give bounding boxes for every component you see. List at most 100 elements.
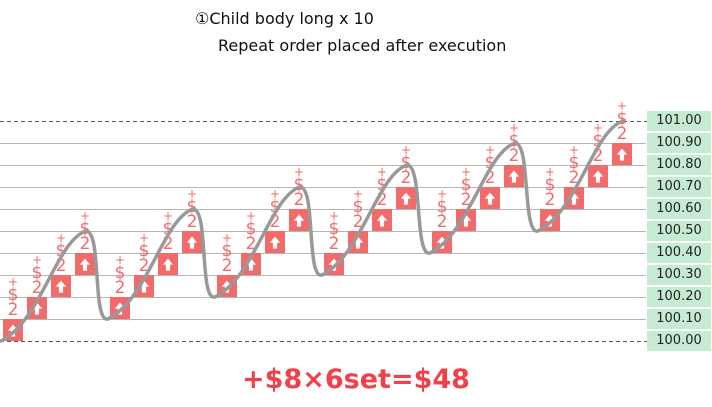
profit-annotation: $: [329, 219, 340, 239]
profit-annotation: 2: [246, 234, 257, 254]
profit-annotation: 2: [56, 256, 67, 276]
y-tick-label: 100.70: [647, 177, 711, 197]
profit-annotation: $: [246, 219, 257, 239]
profit-annotation: +: [461, 165, 471, 179]
profit-annotation: 2: [80, 234, 91, 254]
profit-annotation: +: [545, 165, 555, 179]
title-line-2: Repeat order placed after execution: [218, 36, 507, 55]
profit-annotation: +: [617, 99, 627, 113]
profit-annotation: 2: [163, 234, 174, 254]
profit-annotation: $: [569, 153, 580, 173]
candle: +$2: [564, 143, 584, 209]
y-tick-label: 100.20: [647, 287, 711, 307]
candle: +$2: [612, 99, 632, 165]
profit-annotation: $: [485, 153, 496, 173]
up-arrow-icon: [268, 235, 282, 250]
up-arrow-icon: [375, 213, 389, 228]
profit-annotation: +: [222, 231, 232, 245]
candle: +$2: [588, 121, 608, 187]
profit-annotation: 2: [437, 212, 448, 232]
candle: +$2: [480, 143, 500, 209]
candle: +$2: [456, 165, 476, 231]
profit-annotation: 2: [222, 256, 233, 276]
profit-annotation: +: [401, 143, 411, 157]
title-line-1: ①Child body long x 10: [195, 9, 374, 28]
profit-annotation: $: [545, 175, 556, 195]
y-tick-label: 100.90: [647, 133, 711, 153]
profit-annotation: 2: [593, 146, 604, 166]
profit-annotation: 2: [617, 124, 628, 144]
profit-annotation: $: [115, 263, 126, 283]
profit-annotation: $: [8, 285, 19, 305]
y-tick-label: 100.80: [647, 155, 711, 175]
profit-annotation: +: [509, 121, 519, 135]
profit-annotation: +: [32, 253, 42, 267]
profit-annotation: +: [485, 143, 495, 157]
profit-annotation: 2: [545, 190, 556, 210]
up-arrow-icon: [483, 191, 497, 206]
profit-annotation: $: [617, 109, 628, 129]
candle: +$2: [158, 209, 178, 275]
profit-annotation: +: [246, 209, 256, 223]
profit-annotation: +: [115, 253, 125, 267]
profit-annotation: 2: [461, 190, 472, 210]
candle: +$2: [241, 209, 261, 275]
profit-annotation: +: [437, 187, 447, 201]
profit-annotation: $: [401, 153, 412, 173]
y-tick-label: 100.60: [647, 199, 711, 219]
up-arrow-icon: [591, 169, 605, 184]
price-path-line: [0, 119, 625, 343]
profit-annotation: +: [329, 209, 339, 223]
y-tick-label: 100.30: [647, 265, 711, 285]
profit-annotation: +: [593, 121, 603, 135]
up-arrow-icon: [78, 257, 92, 272]
y-tick-label: 100.50: [647, 221, 711, 241]
candle: +$2: [348, 187, 368, 253]
y-tick-label: 100.00: [647, 331, 711, 351]
profit-annotation: 2: [509, 146, 520, 166]
up-arrow-icon: [161, 257, 175, 272]
up-arrow-icon: [399, 191, 413, 206]
up-arrow-icon: [615, 147, 629, 162]
profit-annotation: $: [187, 197, 198, 217]
profit-annotation: +: [187, 187, 197, 201]
profit-annotation: 2: [294, 190, 305, 210]
profit-annotation: $: [80, 219, 91, 239]
up-arrow-icon: [292, 213, 306, 228]
profit-annotation: $: [32, 263, 43, 283]
profit-annotation: 2: [270, 212, 281, 232]
profit-annotation: 2: [187, 212, 198, 232]
profit-annotation: 2: [377, 190, 388, 210]
profit-annotation: 2: [569, 168, 580, 188]
profit-annotation: 2: [115, 278, 126, 298]
candle: +$2: [27, 253, 47, 319]
up-arrow-icon: [507, 169, 521, 184]
summary-total: +$8×6set=$48: [242, 364, 470, 395]
profit-annotation: $: [294, 175, 305, 195]
profit-annotation: $: [139, 241, 150, 261]
profit-annotation: 2: [401, 168, 412, 188]
profit-annotation: +: [8, 275, 18, 289]
profit-annotation: 2: [353, 212, 364, 232]
candle: +$2: [51, 231, 71, 297]
candles: +$2+$2+$2+$2+$2+$2+$2+$2+$2+$2+$2+$2+$2+…: [3, 99, 632, 341]
up-arrow-icon: [54, 279, 68, 294]
profit-annotation: +: [377, 165, 387, 179]
profit-annotation: $: [270, 197, 281, 217]
candle: +$2: [396, 143, 416, 209]
y-tick-label: 100.40: [647, 243, 711, 263]
candle: +$2: [265, 187, 285, 253]
profit-annotation: +: [270, 187, 280, 201]
profit-annotation: +: [353, 187, 363, 201]
profit-annotation: +: [56, 231, 66, 245]
profit-annotation: +: [163, 209, 173, 223]
profit-annotation: +: [569, 143, 579, 157]
candle: +$2: [289, 165, 309, 231]
profit-annotation: $: [593, 131, 604, 151]
candle: +$2: [372, 165, 392, 231]
candle: +$2: [504, 121, 524, 187]
profit-annotation: $: [56, 241, 67, 261]
candle: +$2: [134, 231, 154, 297]
profit-annotation: $: [163, 219, 174, 239]
profit-annotation: 2: [139, 256, 150, 276]
